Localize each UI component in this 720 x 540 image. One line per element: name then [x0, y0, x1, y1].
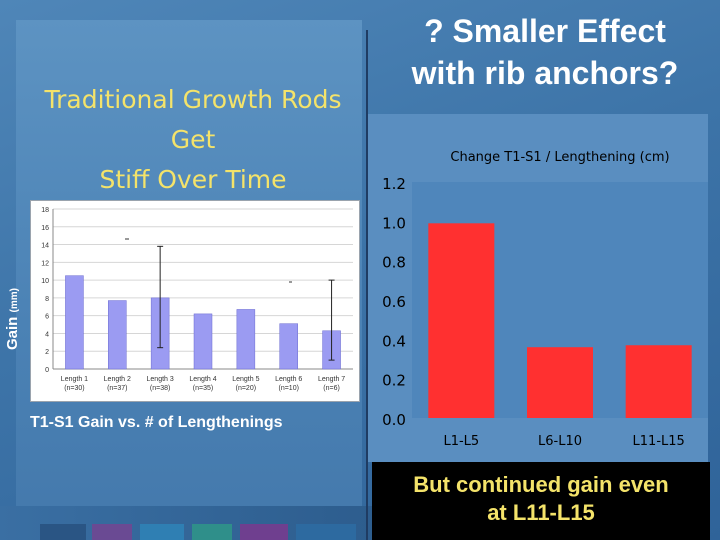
- gain-axis-label: Gain (mm): [4, 288, 21, 350]
- conclusion-line: at L11-L15: [487, 500, 595, 525]
- panel-divider: [366, 30, 368, 540]
- right-title: ? Smaller Effect with rib anchors?: [376, 10, 714, 94]
- bar: [65, 275, 84, 370]
- bar: [236, 309, 256, 370]
- y-tick-label: 6: [45, 314, 49, 321]
- x-tick-note: (n=38): [150, 385, 170, 392]
- x-tick-note: (n=10): [278, 385, 298, 392]
- right-title-line: with rib anchors?: [411, 55, 679, 91]
- strip-block: [240, 524, 288, 540]
- gain-unit: (mm): [9, 288, 20, 313]
- y-tick-label: 0.2: [382, 372, 406, 390]
- x-tick-note: (n=37): [107, 385, 127, 392]
- change-bar-chart: 0.0 0.2 0.4 0.6 0.8 1.0 1.2 L1-L5 L6-L10 L11-L15: [368, 114, 708, 462]
- strip-block: [296, 524, 356, 540]
- y-tick-label: 16: [41, 225, 49, 232]
- x-tick-label: Length 6: [275, 376, 302, 383]
- y-tick-label: 0.8: [382, 254, 406, 272]
- x-tick-note: (n=20): [236, 385, 256, 392]
- y-tick-label: 0.0: [382, 411, 406, 429]
- strip-block: [192, 524, 232, 540]
- change-chart-title: Change T1-S1 / Lengthening (cm): [450, 150, 670, 165]
- y-tick-label: 2: [45, 349, 49, 356]
- left-title-line: Traditional Growth Rods: [44, 85, 342, 114]
- x-tick-label: Length 2: [104, 376, 131, 383]
- change-bar-chart-svg: 0.0 0.2 0.4 0.6 0.8 1.0 1.2 L1-L5 L6-L10 L11-L15: [368, 114, 708, 462]
- y-tick-label: 14: [41, 243, 49, 250]
- strip-block: [140, 524, 184, 540]
- gain-label: Gain: [4, 316, 21, 350]
- x-tick-note: (n=35): [193, 385, 213, 392]
- y-tick-label: 10: [41, 278, 49, 285]
- x-tick-note: (n=6): [323, 385, 340, 392]
- y-tick-label: 0.6: [382, 293, 406, 311]
- y-tick-label: 18: [41, 207, 49, 214]
- x-tick-label: L6-L10: [538, 434, 582, 449]
- x-tick-label: Length 1: [61, 376, 88, 383]
- x-tick-label: Length 5: [232, 376, 259, 383]
- x-tick-label: L1-L5: [443, 434, 479, 449]
- left-title: Traditional Growth Rods Get Stiff Over T…: [18, 80, 368, 200]
- gain-bar-chart: 0 2 4 6 8 10 12 14 16 18 Length 1 (n=30) Length 2 (n=…: [30, 200, 360, 402]
- x-tick-label: Length 7: [318, 376, 345, 383]
- left-title-line: Stiff Over Time: [99, 165, 287, 194]
- x-tick-label: L11-L15: [633, 434, 685, 449]
- right-title-line: ? Smaller Effect: [424, 13, 666, 49]
- bar: [625, 345, 692, 418]
- strip-block: [92, 524, 132, 540]
- x-tick-note: (n=30): [64, 385, 84, 392]
- conclusion-box: But continued gain even at L11-L15: [372, 462, 710, 540]
- left-chart-caption: T1-S1 Gain vs. # of Lengthenings: [30, 414, 283, 431]
- bar: [193, 313, 213, 370]
- y-tick-label: 4: [45, 331, 49, 338]
- y-tick-label: 12: [41, 260, 49, 267]
- bar: [279, 323, 298, 370]
- y-tick-label: 1.0: [382, 214, 406, 232]
- x-tick-label: Length 3: [147, 376, 174, 383]
- y-tick-label: 1.2: [382, 175, 406, 193]
- y-tick-label: 0: [45, 367, 49, 374]
- bar: [428, 223, 495, 418]
- bar: [108, 300, 127, 370]
- gain-bar-chart-svg: 0 2 4 6 8 10 12 14 16 18 Length 1 (n=30) Length 2 (n=…: [41, 207, 353, 392]
- y-tick-label: 0.4: [382, 332, 406, 350]
- strip-block: [40, 524, 86, 540]
- conclusion-line: But continued gain even: [413, 472, 669, 497]
- bar: [527, 347, 593, 418]
- x-tick-label: Length 4: [189, 376, 216, 383]
- y-tick-label: 8: [45, 296, 49, 303]
- left-title-line: Get: [170, 125, 216, 154]
